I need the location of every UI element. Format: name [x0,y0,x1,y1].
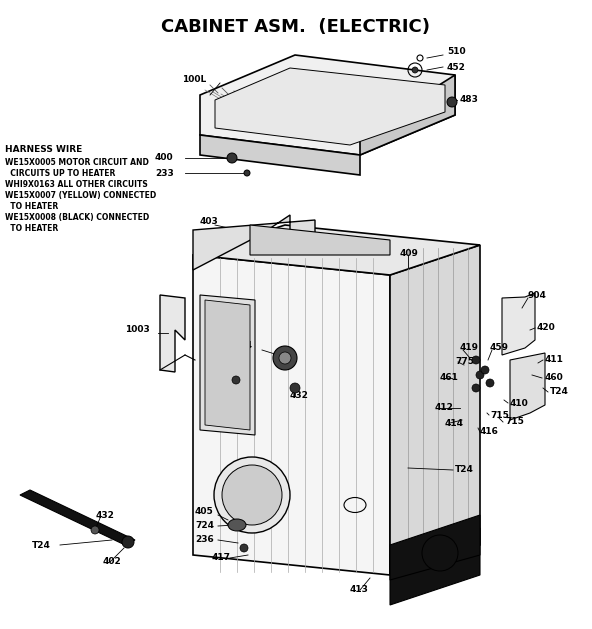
Text: 459: 459 [490,343,509,352]
Circle shape [244,170,250,176]
Text: 775: 775 [455,357,474,367]
Text: 724: 724 [195,521,214,530]
Text: 420: 420 [537,323,556,333]
Polygon shape [193,255,390,575]
Polygon shape [200,55,455,155]
Text: WE15X0005 MOTOR CIRCUIT AND: WE15X0005 MOTOR CIRCUIT AND [5,158,149,167]
Text: HARNESS WIRE: HARNESS WIRE [5,145,82,154]
Text: 460: 460 [545,374,564,382]
Text: 417: 417 [212,554,231,562]
Polygon shape [200,295,255,435]
Text: 405: 405 [195,508,214,516]
Text: TO HEATER: TO HEATER [5,202,58,211]
Text: T24: T24 [32,540,51,550]
Text: WE15X0007 (YELLOW) CONNECTED: WE15X0007 (YELLOW) CONNECTED [5,191,156,200]
Text: 483: 483 [460,96,479,104]
Polygon shape [360,75,455,155]
Text: 402: 402 [103,557,122,567]
Text: 904: 904 [528,291,547,299]
Polygon shape [390,245,480,575]
Polygon shape [160,295,185,372]
Text: 419: 419 [460,343,479,352]
Text: 1003: 1003 [125,325,150,335]
Polygon shape [200,135,360,175]
Circle shape [422,535,458,571]
Text: 233: 233 [155,169,173,177]
Text: 715: 715 [490,411,509,420]
Polygon shape [193,215,315,270]
Text: 100L: 100L [182,75,206,84]
Text: 403: 403 [200,218,219,226]
Text: 409: 409 [400,248,419,257]
Ellipse shape [228,519,246,531]
Text: 410: 410 [510,399,529,408]
Polygon shape [390,528,480,605]
Circle shape [273,346,297,370]
Text: 416: 416 [480,428,499,437]
Text: T24: T24 [455,465,474,474]
Circle shape [481,366,489,374]
Text: T24: T24 [550,387,569,396]
Circle shape [232,376,240,384]
Circle shape [122,536,134,548]
Circle shape [290,383,300,393]
Text: 413: 413 [350,586,369,594]
Polygon shape [20,490,135,545]
Circle shape [472,384,480,392]
Polygon shape [390,515,480,580]
Text: 236: 236 [195,535,214,545]
Text: 510: 510 [447,48,466,57]
Text: 452: 452 [447,62,466,72]
Text: WHI9X0163 ALL OTHER CIRCUITS: WHI9X0163 ALL OTHER CIRCUITS [5,180,148,189]
Polygon shape [215,68,445,145]
Text: CIRCUITS UP TO HEATER: CIRCUITS UP TO HEATER [5,169,115,178]
Text: T24: T24 [213,374,232,382]
Text: 412: 412 [435,403,454,413]
Circle shape [91,526,99,534]
Polygon shape [193,225,480,275]
Circle shape [476,371,484,379]
Text: 715: 715 [505,418,524,426]
Circle shape [227,153,237,163]
Circle shape [240,544,248,552]
Text: 411: 411 [545,355,564,364]
Text: CABINET ASM.  (ELECTRIC): CABINET ASM. (ELECTRIC) [162,18,430,36]
Circle shape [279,352,291,364]
Text: 432: 432 [96,511,115,520]
Polygon shape [502,293,535,355]
Circle shape [447,97,457,107]
Polygon shape [205,300,250,430]
Circle shape [472,356,480,364]
Circle shape [222,465,282,525]
Circle shape [486,379,494,387]
Circle shape [412,67,418,73]
Polygon shape [250,225,390,255]
Text: 454: 454 [234,342,253,350]
Text: 432: 432 [290,391,309,399]
Text: 400: 400 [155,153,173,162]
Text: 461: 461 [440,374,459,382]
Text: TO HEATER: TO HEATER [5,224,58,233]
Text: 414: 414 [445,418,464,428]
Circle shape [214,457,290,533]
Polygon shape [510,353,545,420]
Text: WE15X0008 (BLACK) CONNECTED: WE15X0008 (BLACK) CONNECTED [5,213,149,222]
